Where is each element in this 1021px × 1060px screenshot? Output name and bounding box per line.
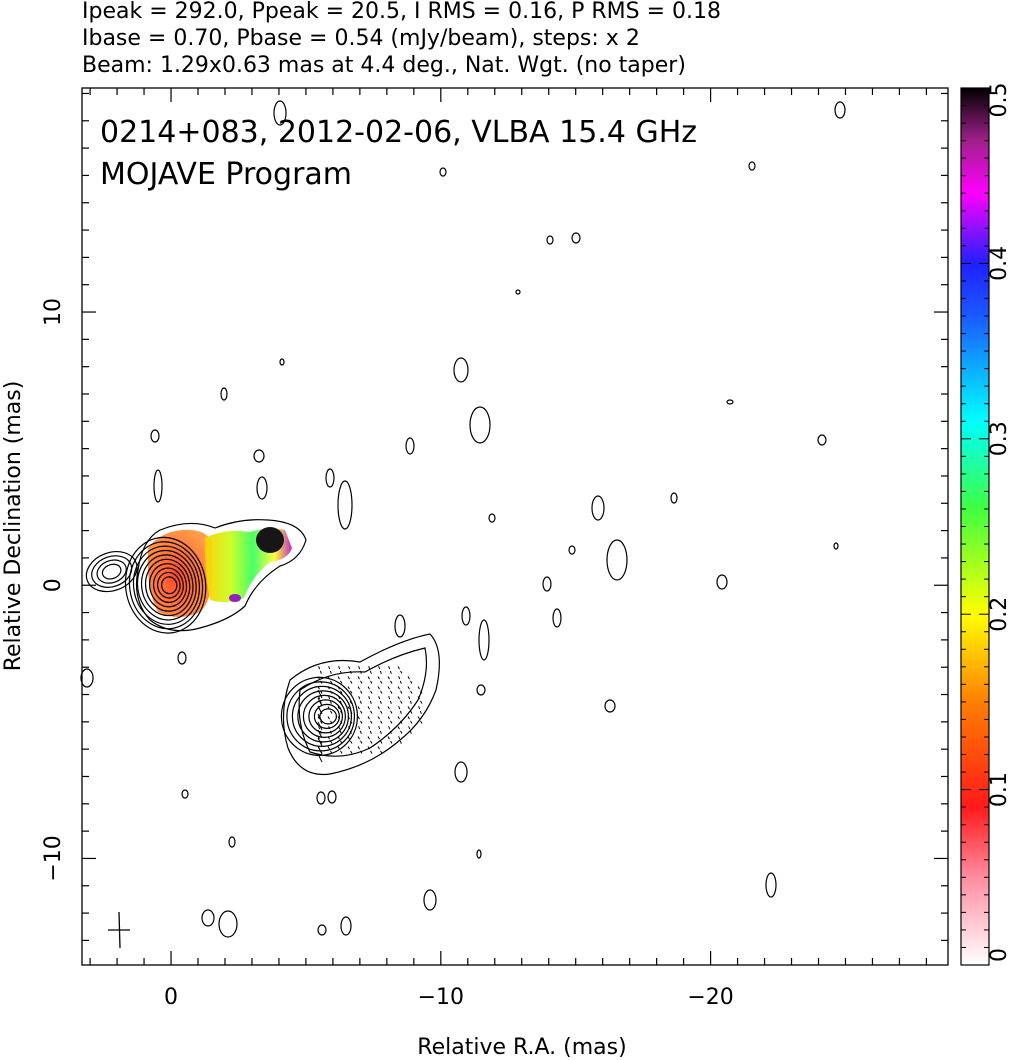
x-tick-labels: 0 −10 −20 xyxy=(164,985,734,1010)
x-tick-label: 0 xyxy=(164,985,178,1010)
colorbar-tick-label: 0.4 xyxy=(987,246,1012,281)
polarization-colormap xyxy=(147,527,292,617)
axis-ticks xyxy=(82,88,948,965)
colorbar-labels: 0 0.1 0.2 0.3 0.4 0.5 xyxy=(987,83,1012,963)
y-axis-label: Relative Declination (mas) xyxy=(1,381,26,672)
beam-marker xyxy=(108,911,130,949)
colorbar-tick-label: 0.1 xyxy=(987,772,1012,807)
colorbar-tick-label: 0.3 xyxy=(987,421,1012,456)
header-line-1: Ipeak = 292.0, Ppeak = 20.5, I RMS = 0.1… xyxy=(82,0,721,24)
x-axis-label: Relative R.A. (mas) xyxy=(417,1035,626,1060)
x-tick-label: −20 xyxy=(687,985,733,1010)
x-tick-label: −10 xyxy=(418,985,464,1010)
contour-lines xyxy=(80,100,846,938)
colorbar-tick-label: 0 xyxy=(987,948,1012,962)
colorbar-ticks xyxy=(961,87,989,966)
program-label: MOJAVE Program xyxy=(100,157,352,192)
source-label: 0214+083, 2012-02-06, VLBA 15.4 GHz xyxy=(100,115,697,150)
y-tick-label: 0 xyxy=(41,578,66,592)
y-tick-label: −10 xyxy=(41,835,66,881)
header-line-3: Beam: 1.29x0.63 mas at 4.4 deg., Nat. Wg… xyxy=(82,53,686,78)
plot-frame xyxy=(81,87,949,966)
colorbar-tick-label: 0.5 xyxy=(987,83,1012,118)
header-line-2: Ibase = 0.70, Pbase = 0.54 (mJy/beam), s… xyxy=(82,26,640,51)
y-tick-label: 10 xyxy=(41,298,66,326)
y-tick-labels: 10 0 −10 xyxy=(41,298,66,882)
polarization-vectors xyxy=(317,666,423,763)
colorbar-tick-label: 0.2 xyxy=(987,597,1012,632)
